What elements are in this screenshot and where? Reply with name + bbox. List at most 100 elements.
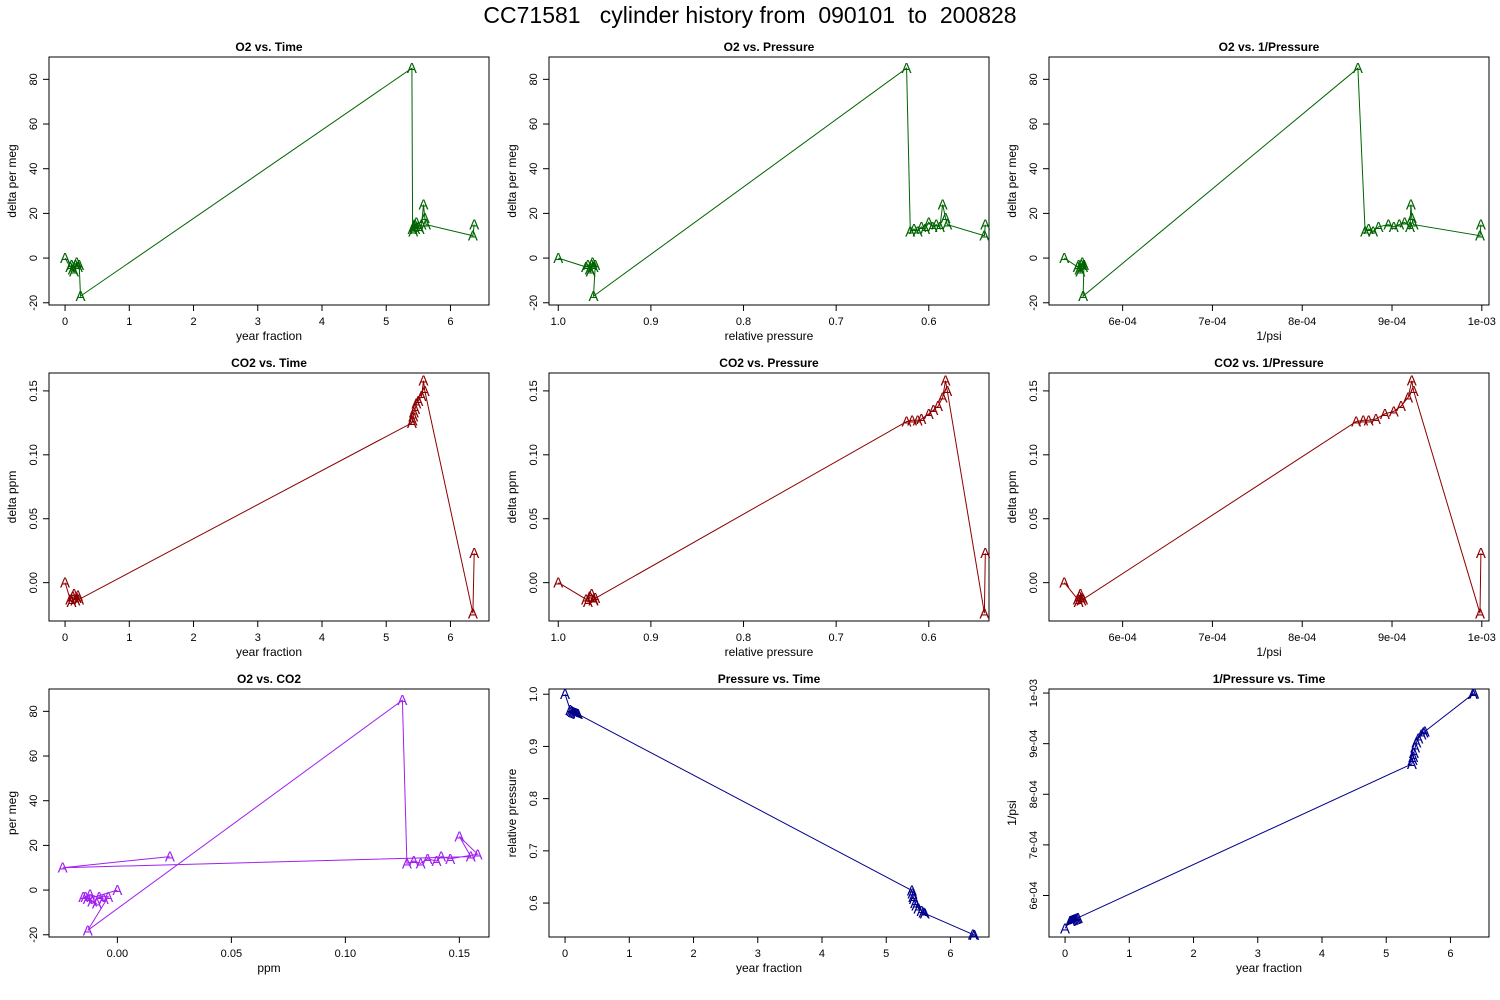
page-title: CC71581 cylinder history from 090101 to … [483, 2, 1017, 28]
y-tick-label: 60 [28, 118, 40, 130]
y-tick-label: 1e-03 [1028, 679, 1040, 707]
data-point: A [581, 259, 591, 276]
data-point: A [566, 703, 576, 720]
data-point: A [112, 882, 122, 899]
y-tick-label: -20 [1028, 295, 1040, 311]
x-tick-label: 1.0 [551, 632, 566, 644]
data-point: A [585, 589, 595, 606]
x-axis-label: year fraction [236, 645, 302, 659]
y-tick-label: 0.7 [528, 843, 540, 858]
data-point: A [588, 259, 598, 276]
data-point: A [1077, 255, 1087, 272]
x-tick-label: 0 [62, 316, 68, 328]
data-point: A [409, 217, 419, 234]
x-axis-label: year fraction [1236, 961, 1302, 975]
y-axis-label: delta per meg [5, 144, 19, 217]
data-point: A [907, 412, 917, 429]
data-point: A [60, 250, 70, 267]
panel-title: CO2 vs. Pressure [719, 356, 819, 370]
data-point: A [1073, 910, 1083, 927]
data-point: A [968, 926, 978, 943]
data-point: A [468, 605, 478, 622]
panel-8: Pressure vs. Time 0 1 2 3 4 5 6 year fraction 0.6… [505, 672, 990, 975]
data-point: A [1073, 591, 1083, 608]
data-point: A [410, 401, 420, 418]
data-point: A [581, 591, 591, 608]
series-line [1063, 380, 1482, 614]
data-point: A [469, 217, 479, 234]
data-point: A [1364, 412, 1374, 429]
data-point: A [1469, 686, 1479, 703]
data-point: A [70, 593, 80, 610]
data-point: A [409, 405, 419, 422]
data-point: A [1411, 735, 1421, 752]
data-point: A [418, 196, 428, 213]
data-point: A [436, 849, 446, 866]
data-point: A [165, 849, 175, 866]
data-point: A [920, 221, 930, 238]
x-tick-label: 0.9 [643, 632, 658, 644]
data-point: A [99, 891, 109, 908]
x-tick-label: 0.7 [829, 316, 844, 328]
data-point: A [1407, 210, 1417, 227]
x-tick-label: 0.10 [335, 948, 356, 960]
data-point: A [1066, 912, 1076, 929]
data-point: A [1408, 752, 1418, 769]
data-point: A [411, 396, 421, 413]
x-tick-label: 6e-04 [1109, 632, 1137, 644]
data-point: A [1065, 913, 1075, 930]
panel-6: CO2 vs. 1/Pressure 6e-04 7e-04 8e-04 9e-04 1e… [1005, 356, 1496, 659]
data-point: A [1374, 219, 1384, 236]
y-tick-label: 0 [528, 255, 540, 261]
y-tick-label: 0.10 [528, 444, 540, 465]
x-tick-label: 1e-03 [1468, 316, 1496, 328]
data-point: A [417, 388, 427, 405]
data-point: A [1409, 217, 1419, 234]
y-axis-label: 1/psi [1005, 800, 1019, 825]
y-tick-label: 80 [528, 73, 540, 85]
x-tick-label: 0.8 [736, 316, 751, 328]
x-tick-label: 2 [190, 632, 196, 644]
y-axis-label: delta per meg [1005, 144, 1019, 217]
y-tick-label: 0.9 [528, 739, 540, 754]
x-tick-label: 2 [190, 316, 196, 328]
data-point: A [1059, 250, 1069, 267]
data-point: A [1076, 257, 1086, 274]
data-point: A [590, 590, 600, 607]
x-tick-label: 0.6 [921, 316, 936, 328]
y-tick-label: 0.00 [528, 572, 540, 593]
x-tick-label: 2 [690, 948, 696, 960]
data-point: A [583, 257, 593, 274]
data-point: A [1475, 228, 1485, 245]
data-point: A [1070, 911, 1080, 928]
x-tick-label: 1 [126, 316, 132, 328]
data-point: A [73, 259, 83, 276]
y-tick-label: 20 [528, 207, 540, 219]
data-point: A [74, 257, 84, 274]
y-tick-label: 6e-04 [1028, 881, 1040, 909]
x-tick-label: 7e-04 [1198, 316, 1226, 328]
data-point: A [466, 849, 476, 866]
data-point: A [573, 706, 583, 723]
data-point: A [940, 210, 950, 227]
data-point: A [590, 257, 600, 274]
data-point: A [1400, 214, 1410, 231]
x-axis-label: year fraction [236, 329, 302, 343]
y-tick-label: 0.15 [528, 380, 540, 401]
data-point: A [473, 846, 483, 863]
data-point: A [66, 257, 76, 274]
y-axis-label: delta ppm [5, 471, 19, 524]
x-tick-label: 2 [1190, 948, 1196, 960]
data-point: A [979, 605, 989, 622]
y-tick-label: 7e-04 [1028, 831, 1040, 859]
x-axis-label: year fraction [736, 961, 802, 975]
y-tick-label: 0.05 [1028, 508, 1040, 529]
x-axis-label: ppm [257, 961, 280, 975]
data-point: A [1059, 575, 1069, 592]
y-tick-label: 0.00 [28, 572, 40, 593]
data-point: A [924, 406, 934, 423]
data-point: A [1075, 589, 1085, 606]
y-tick-label: 9e-04 [1028, 730, 1040, 758]
panel-2: O2 vs. Pressure 1.0 0.9 0.8 0.7 0.6 relative p… [505, 40, 990, 343]
data-point: A [553, 575, 563, 592]
